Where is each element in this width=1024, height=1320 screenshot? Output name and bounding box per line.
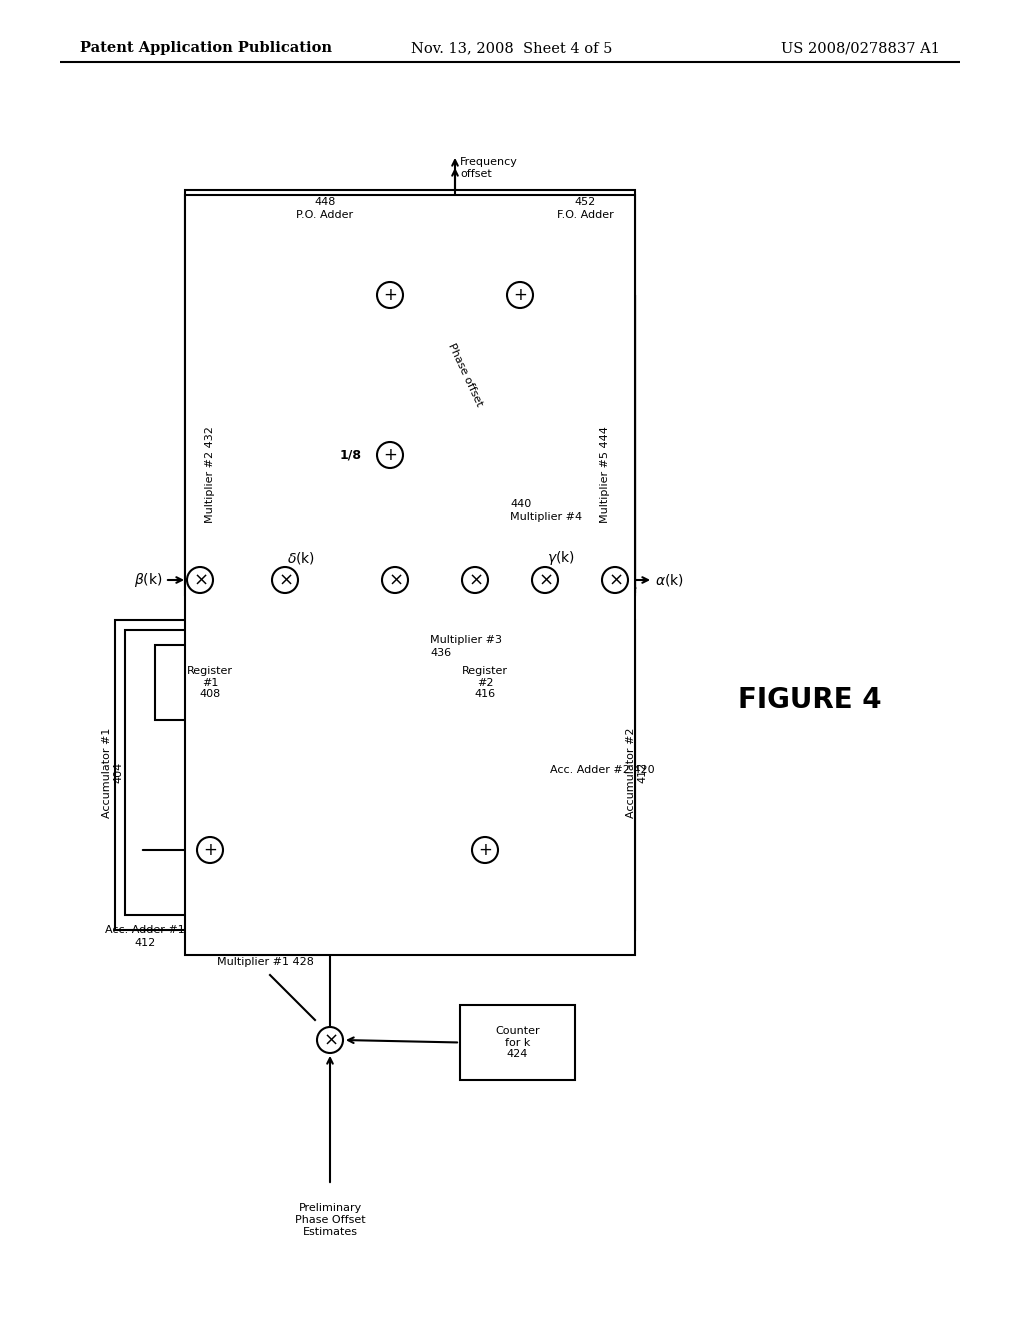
Bar [155, 645, 265, 719]
Text: $\times$: $\times$ [193, 572, 207, 589]
Text: 448: 448 [314, 197, 336, 207]
Text: +: + [203, 841, 217, 859]
Circle shape [377, 282, 403, 308]
Text: 412: 412 [134, 939, 156, 948]
Text: $\gamma$(k): $\gamma$(k) [547, 549, 574, 568]
Text: Patent Application Publication: Patent Application Publication [80, 41, 332, 55]
Text: Frequency
offset: Frequency offset [460, 157, 518, 178]
Bar [375, 630, 625, 915]
Circle shape [272, 568, 298, 593]
Text: +: + [478, 841, 492, 859]
Text: FIGURE 4: FIGURE 4 [738, 686, 882, 714]
Text: Accumulator #2
412: Accumulator #2 412 [627, 727, 648, 818]
Circle shape [197, 837, 223, 863]
Bar [185, 195, 635, 954]
Text: $\times$: $\times$ [323, 1031, 337, 1049]
Circle shape [382, 568, 408, 593]
Text: $\times$: $\times$ [607, 572, 623, 589]
Text: +: + [383, 286, 397, 304]
Text: F.O. Adder: F.O. Adder [557, 210, 613, 220]
Circle shape [317, 1027, 343, 1053]
Text: P.O. Adder: P.O. Adder [296, 210, 353, 220]
Text: $\delta$(k): $\delta$(k) [287, 550, 315, 566]
Circle shape [187, 568, 213, 593]
Text: $\times$: $\times$ [388, 572, 402, 589]
Circle shape [377, 442, 403, 469]
Bar [430, 645, 540, 719]
Text: Register
#1
408: Register #1 408 [187, 665, 233, 700]
Text: $\alpha$(k): $\alpha$(k) [655, 572, 684, 587]
Text: Multiplier #3: Multiplier #3 [430, 635, 502, 645]
Text: $\times$: $\times$ [468, 572, 482, 589]
Text: 436: 436 [430, 648, 452, 657]
Bar [125, 630, 355, 915]
Circle shape [532, 568, 558, 593]
Bar [460, 1005, 575, 1080]
Text: Multiplier #4: Multiplier #4 [510, 512, 582, 521]
Text: Preliminary
Phase Offset
Estimates: Preliminary Phase Offset Estimates [295, 1204, 366, 1237]
Text: Counter
for k
424: Counter for k 424 [496, 1026, 540, 1059]
Text: Multiplier #1 428: Multiplier #1 428 [216, 957, 313, 968]
Text: 440: 440 [510, 499, 531, 510]
Text: $\times$: $\times$ [278, 572, 292, 589]
Text: 452: 452 [574, 197, 596, 207]
Text: $\times$: $\times$ [538, 572, 552, 589]
Text: Multiplier #2 432: Multiplier #2 432 [205, 426, 215, 524]
Text: Nov. 13, 2008  Sheet 4 of 5: Nov. 13, 2008 Sheet 4 of 5 [412, 41, 612, 55]
Text: Accumulator #1
404: Accumulator #1 404 [102, 727, 124, 817]
Text: 1/8: 1/8 [340, 449, 362, 462]
Text: +: + [513, 286, 527, 304]
Circle shape [472, 837, 498, 863]
Text: Multiplier #5 444: Multiplier #5 444 [600, 426, 610, 524]
Circle shape [602, 568, 628, 593]
Text: +: + [383, 446, 397, 465]
Text: Phase offset: Phase offset [446, 342, 484, 408]
Bar [185, 190, 635, 595]
Text: $\beta$(k): $\beta$(k) [134, 572, 163, 589]
Circle shape [507, 282, 534, 308]
Text: Acc. Adder #1: Acc. Adder #1 [105, 925, 185, 935]
Bar [115, 620, 635, 931]
Text: Acc. Adder #2 420: Acc. Adder #2 420 [550, 766, 654, 775]
Circle shape [462, 568, 488, 593]
Text: US 2008/0278837 A1: US 2008/0278837 A1 [781, 41, 940, 55]
Text: Register
#2
416: Register #2 416 [462, 665, 508, 700]
